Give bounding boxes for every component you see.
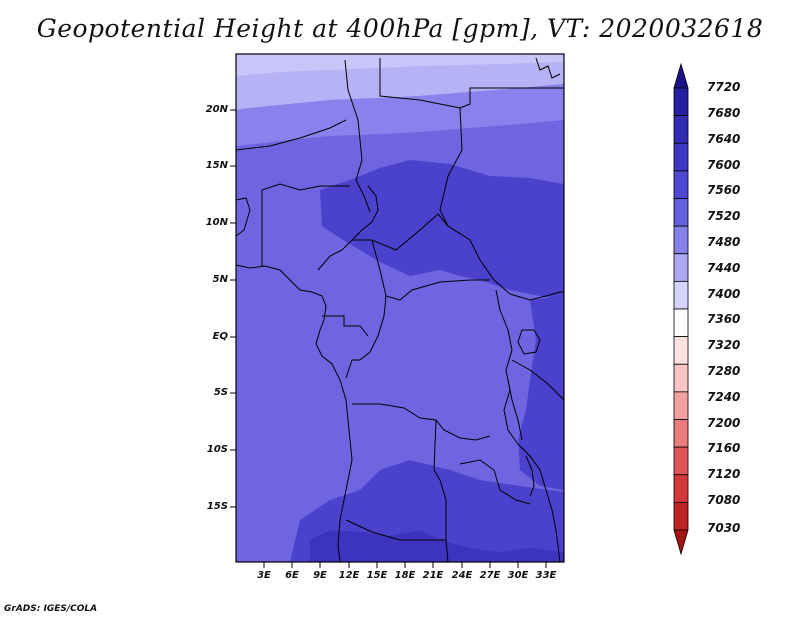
colorbar-label-7120: 7120 (707, 467, 741, 481)
country-borders (236, 57, 564, 562)
colorbar-label-7200: 7200 (707, 416, 741, 430)
lon-label-9e: 9E (313, 570, 327, 581)
field-contour-7600-east (518, 296, 564, 490)
colorbar-segment (673, 115, 689, 144)
lat-label-5n: 5N (212, 274, 228, 285)
colorbar-label-7560: 7560 (707, 183, 741, 197)
colorbar-label-7320: 7320 (707, 338, 741, 352)
border-angola-zambia (433, 419, 449, 562)
field-contour-7640 (310, 530, 564, 562)
colorbar-segment (673, 308, 689, 338)
border-west-guinea (236, 197, 251, 237)
map-title: Geopotential Height at 400hPa [gpm], VT:… (36, 14, 764, 43)
lat-label-10n: 10N (205, 217, 228, 228)
lon-label-30e: 30E (507, 570, 529, 581)
lon-label-18e: 18E (394, 570, 416, 581)
border-car-south (371, 239, 490, 301)
lat-label-eq: EQ (212, 331, 228, 342)
lake-tanganyika (507, 379, 523, 441)
lon-label-12e: 12E (338, 570, 360, 581)
border-namibia (345, 519, 446, 541)
west-coastline (236, 264, 353, 562)
border-congo-drc (345, 295, 387, 379)
border-niger-chad (344, 59, 371, 213)
lat-label-5s: 5S (213, 387, 228, 398)
colorbar-label-7480: 7480 (707, 235, 741, 249)
lon-label-27e: 27E (479, 570, 501, 581)
colorbar-label-7030: 7030 (707, 521, 741, 535)
colorbar-segment (673, 87, 689, 117)
field-contour-7480-light (236, 54, 564, 76)
lon-tick-marks (263, 562, 547, 568)
colorbar-label-7680: 7680 (707, 106, 741, 120)
border-car-north (352, 213, 449, 251)
lon-label-24e: 24E (451, 570, 473, 581)
colorbar-label-7440: 7440 (707, 261, 741, 275)
colorbar-segment (673, 142, 689, 172)
colorbar (673, 62, 689, 556)
colorbar-cap-bottom (673, 529, 689, 556)
field-contour-7520 (236, 84, 564, 146)
colorbar-label-7520: 7520 (707, 209, 741, 223)
lat-label-20n: 20N (205, 104, 228, 115)
colorbar-segment (673, 225, 689, 255)
height-field (236, 54, 564, 562)
grads-credit: GrADS: IGES/COLA (4, 604, 98, 614)
colorbar-segment (673, 336, 689, 365)
lake-malawi (525, 455, 535, 497)
border-mali-niger (236, 119, 347, 151)
lat-label-15s: 15S (206, 501, 228, 512)
lon-label-15e: 15E (366, 570, 388, 581)
colorbar-label-7280: 7280 (707, 364, 741, 378)
border-northeast (535, 57, 561, 79)
colorbar-cap-top (673, 62, 689, 89)
border-zambia-east (459, 459, 531, 505)
colorbar-label-7400: 7400 (707, 287, 741, 301)
field-contour-7600-north (320, 160, 564, 300)
border-east-africa (509, 291, 564, 301)
colorbar-label-7080: 7080 (707, 493, 741, 507)
border-drc-east (495, 289, 519, 445)
border-mozambique (517, 443, 561, 562)
field-contour-7560-congo (402, 286, 510, 424)
colorbar-segment (673, 170, 689, 199)
colorbar-label-7640: 7640 (707, 132, 741, 146)
colorbar-segment (673, 446, 689, 476)
colorbar-segment (673, 253, 689, 282)
lat-label-10s: 10S (206, 444, 228, 455)
lon-label-6e: 6E (285, 570, 299, 581)
map-frame (235, 53, 565, 563)
colorbar-segment (673, 198, 689, 227)
colorbar-segment (673, 363, 689, 393)
lon-label-21e: 21E (422, 570, 444, 581)
colorbar-label-7360: 7360 (707, 312, 741, 326)
colorbar-label-7240: 7240 (707, 390, 741, 404)
colorbar-segment (673, 419, 689, 448)
lat-label-15n: 15N (205, 160, 228, 171)
lat-tick-marks (230, 109, 236, 508)
colorbar-segment (673, 391, 689, 420)
lake-victoria (517, 329, 541, 355)
colorbar-label-7600: 7600 (707, 158, 741, 172)
lon-label-3e: 3E (257, 570, 271, 581)
colorbar-label-7160: 7160 (707, 441, 741, 455)
colorbar-segment (673, 474, 689, 503)
colorbar-segment (673, 280, 689, 310)
lon-label-33e: 33E (535, 570, 557, 581)
border-cameroon (317, 185, 379, 271)
colorbar-label-7720: 7720 (707, 80, 741, 94)
colorbar-segment (673, 501, 689, 531)
border-tanzania (511, 359, 564, 401)
border-gabon (322, 315, 369, 337)
